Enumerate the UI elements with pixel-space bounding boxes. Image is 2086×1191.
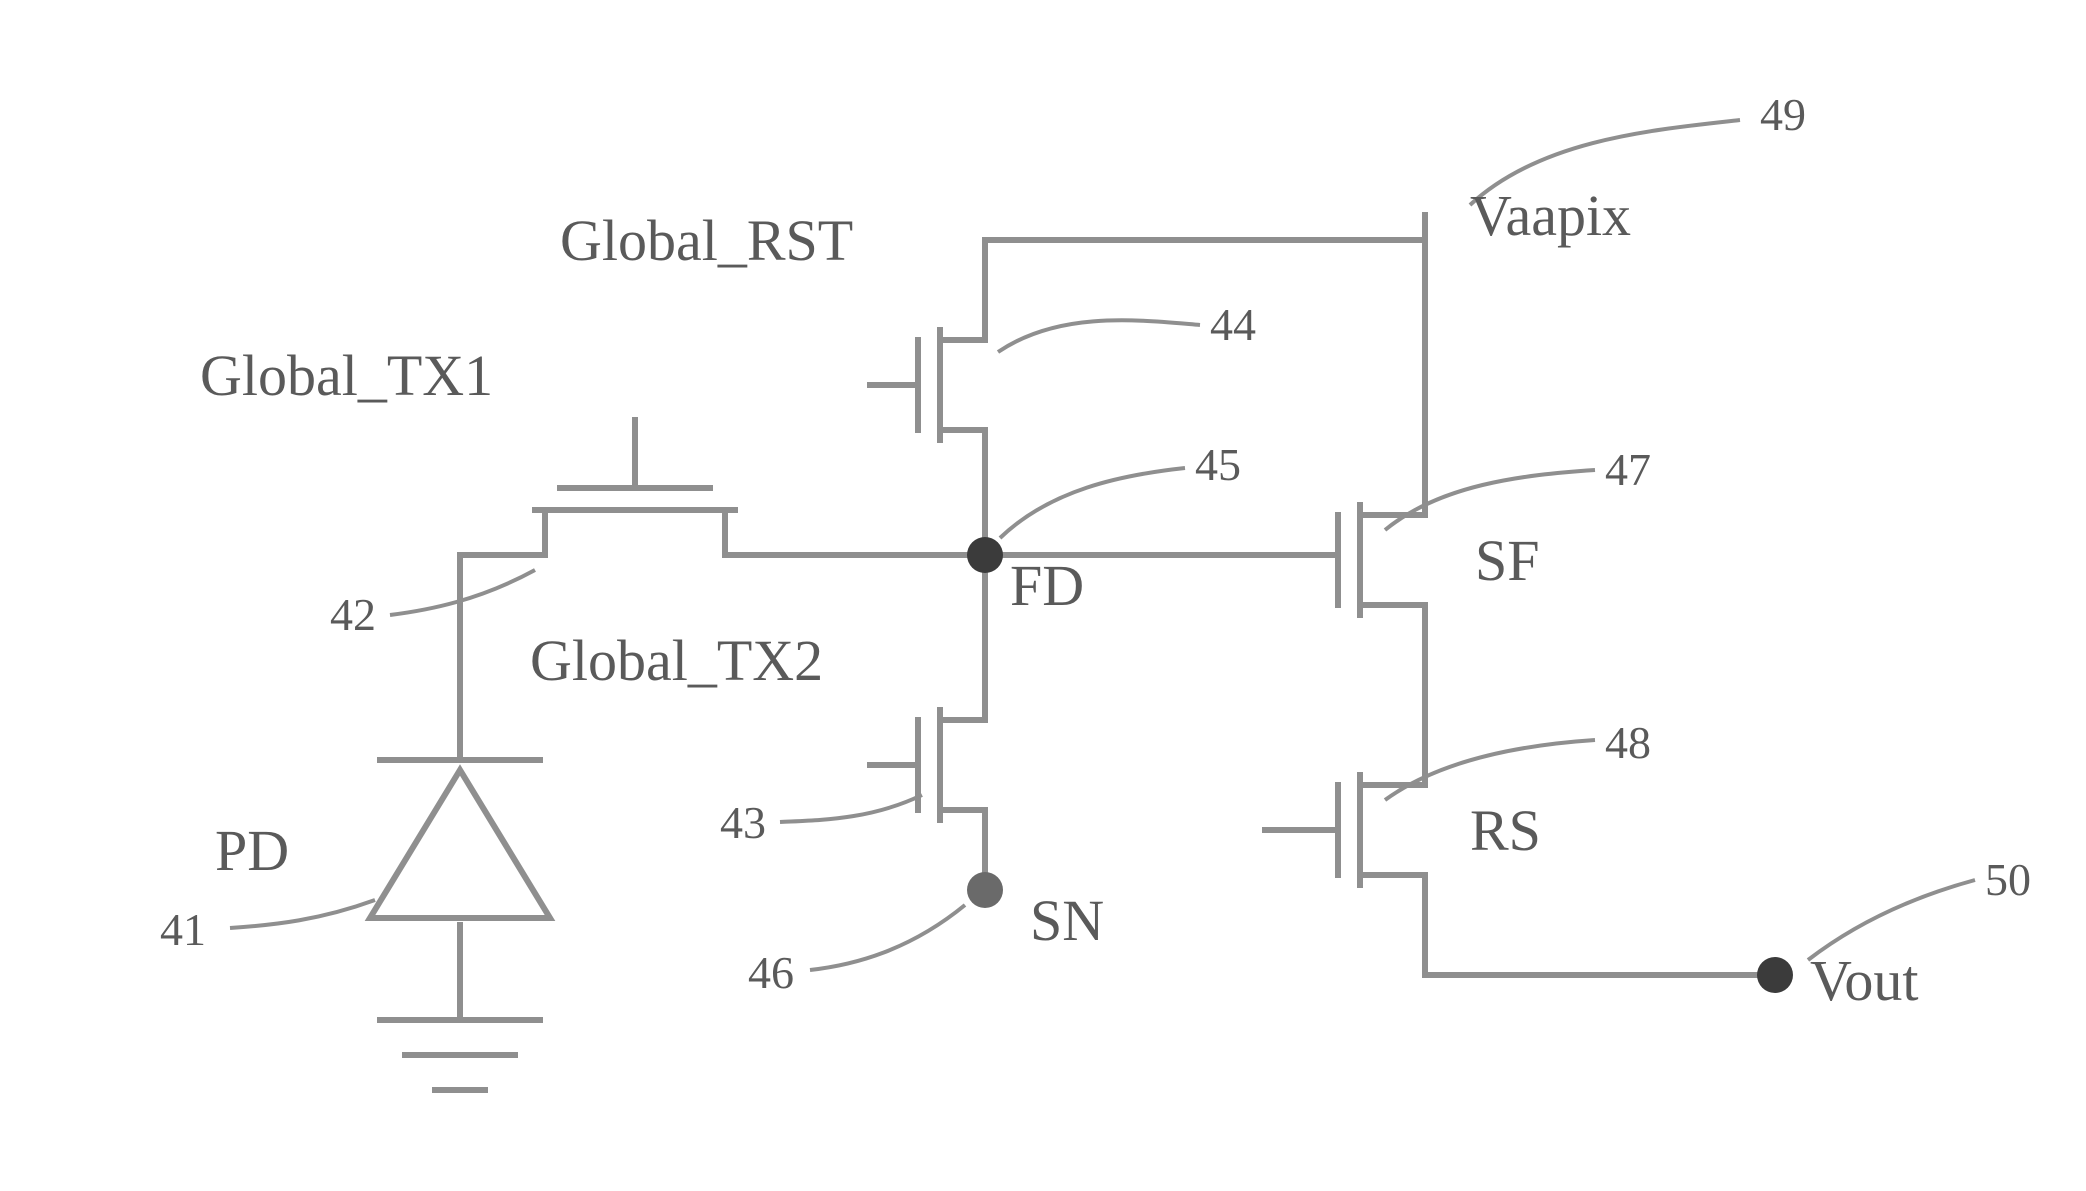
photodiode (370, 760, 550, 918)
sn-node (967, 872, 1003, 908)
label-vout: Vout (1810, 948, 1919, 1013)
ref-46: 46 (748, 947, 794, 998)
label-global-tx2: Global_TX2 (530, 628, 823, 693)
ref-47: 47 (1605, 444, 1651, 495)
schematic-svg: Global_TX1 Global_RST Global_TX2 PD FD S… (0, 0, 2086, 1191)
label-sn: SN (1030, 888, 1104, 953)
ref-45: 45 (1195, 439, 1241, 490)
ref-43: 43 (720, 797, 766, 848)
label-fd: FD (1010, 553, 1084, 618)
label-global-tx1: Global_TX1 (200, 343, 493, 408)
ref-41: 41 (160, 904, 206, 955)
label-sf: SF (1475, 528, 1540, 593)
ref-49: 49 (1760, 89, 1806, 140)
ref-42: 42 (330, 589, 376, 640)
ref-44: 44 (1210, 299, 1256, 350)
text-labels: Global_TX1 Global_RST Global_TX2 PD FD S… (160, 89, 2031, 1013)
vout-node (1757, 957, 1793, 993)
ground-symbol (380, 1020, 540, 1090)
label-pd: PD (215, 818, 289, 883)
fd-node (967, 537, 1003, 573)
ref-leaders (230, 120, 1975, 970)
circuit-diagram: Global_TX1 Global_RST Global_TX2 PD FD S… (0, 0, 2086, 1191)
label-rs: RS (1470, 798, 1541, 863)
ref-48: 48 (1605, 717, 1651, 768)
ref-50: 50 (1985, 854, 2031, 905)
wires (460, 215, 1775, 1020)
label-vaapix: Vaapix (1470, 183, 1631, 248)
label-global-rst: Global_RST (560, 208, 853, 273)
